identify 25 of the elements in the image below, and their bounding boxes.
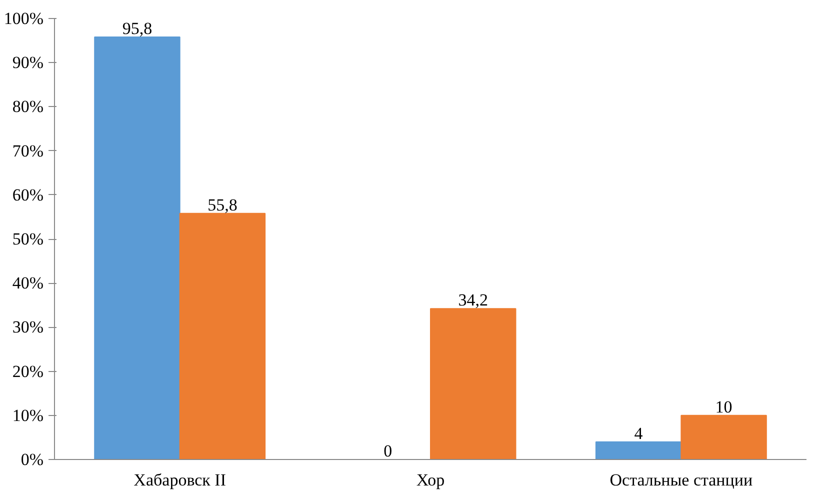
bar — [94, 36, 180, 460]
y-tick-label: 80% — [12, 97, 44, 116]
y-tick-label: 100% — [4, 9, 44, 28]
data-label: 34,2 — [458, 290, 488, 310]
bar — [595, 441, 682, 460]
x-tick-label: Хабаровск II — [134, 470, 226, 490]
data-label: 95,8 — [122, 19, 152, 38]
y-tick-label: 50% — [12, 230, 44, 248]
y-tick-label: 10% — [12, 406, 44, 425]
data-label: 55,8 — [208, 195, 238, 214]
y-tick-label: 0% — [20, 450, 44, 469]
bar — [179, 212, 266, 460]
x-tick-label: Остальные станции — [610, 470, 753, 490]
data-label: 10 — [715, 397, 732, 416]
x-tick-label: Хор — [416, 470, 445, 490]
bar — [430, 308, 516, 460]
y-tick-label: 20% — [12, 362, 44, 381]
y-tick-label: 70% — [12, 141, 44, 160]
y-tick-label: 90% — [12, 53, 44, 72]
y-tick-label: 30% — [12, 318, 44, 337]
data-label: 4 — [634, 424, 644, 443]
y-tick-label: 60% — [12, 185, 44, 204]
bar — [680, 414, 767, 460]
y-tick-label: 40% — [12, 274, 44, 293]
data-label: 0 — [384, 442, 392, 460]
